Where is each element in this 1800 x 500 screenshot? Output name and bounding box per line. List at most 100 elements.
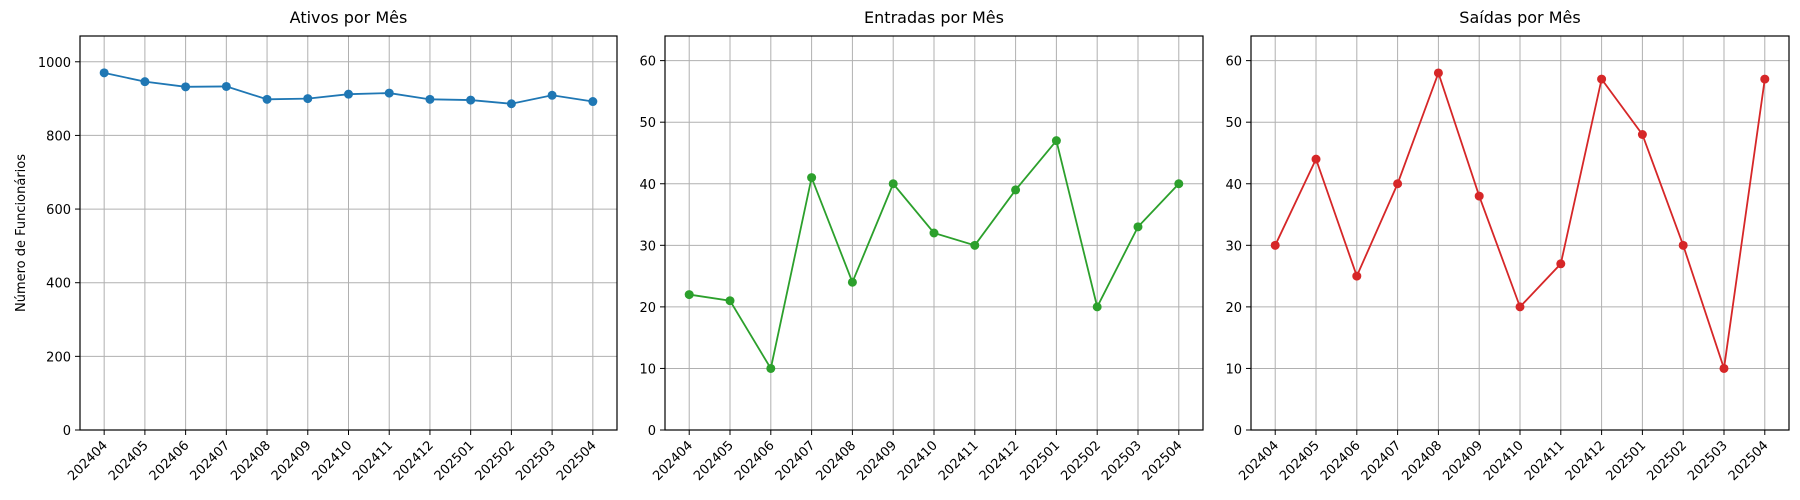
y-tick-label: 20 [639, 301, 656, 316]
y-axis-label: Número de Funcionários [14, 154, 29, 312]
x-tick-label: 202501 [432, 438, 478, 484]
x-tick-label: 202411 [1522, 438, 1568, 484]
x-tick-label: 202411 [936, 438, 982, 484]
x-tick-label: 202406 [732, 438, 778, 484]
x-tick-label: 202406 [1318, 438, 1364, 484]
y-tick-label: 800 [46, 129, 71, 144]
data-point [1719, 363, 1729, 373]
chart-title: Ativos por Mês [290, 8, 408, 27]
data-point [1270, 240, 1280, 250]
x-tick-label: 202504 [1726, 438, 1772, 484]
data-point [807, 173, 817, 183]
y-tick-label: 40 [1225, 178, 1242, 193]
x-tick-label: 202502 [1058, 438, 1104, 484]
x-tick-label: 202412 [391, 438, 437, 484]
data-point [588, 97, 598, 107]
data-point [1133, 222, 1143, 232]
x-tick-label: 202412 [1563, 438, 1609, 484]
x-tick-label: 202502 [1644, 438, 1690, 484]
data-point [888, 179, 898, 189]
y-tick-label: 50 [639, 116, 656, 131]
data-point [847, 277, 857, 287]
y-tick-label: 600 [46, 203, 71, 218]
x-tick-label: 202501 [1604, 438, 1650, 484]
data-point [1393, 179, 1403, 189]
data-point [221, 81, 231, 91]
axes-frame [79, 35, 618, 431]
data-point [181, 82, 191, 92]
y-tick-label: 1000 [38, 56, 71, 71]
data-point [970, 240, 980, 250]
y-tick-label: 60 [639, 55, 656, 70]
x-tick-label: 202407 [1359, 438, 1405, 484]
x-tick-label: 202407 [187, 438, 233, 484]
x-tick-label: 202404 [650, 438, 696, 484]
axes-frame [1250, 35, 1790, 431]
y-tick-label: 30 [1225, 239, 1242, 254]
data-point [506, 99, 516, 109]
data-point [1678, 240, 1688, 250]
data-point [1092, 302, 1102, 312]
y-tick-label: 50 [1225, 116, 1242, 131]
x-tick-label: 202404 [1236, 438, 1282, 484]
y-tick-label: 400 [46, 277, 71, 292]
data-point [384, 88, 394, 98]
y-tick-label: 200 [46, 350, 71, 365]
x-tick-label: 202504 [554, 438, 600, 484]
chart-panel-3: 0102030405060202404202405202406202407202… [1225, 8, 1790, 484]
y-tick-label: 40 [639, 178, 656, 193]
x-tick-label: 202408 [228, 438, 274, 484]
data-point [725, 296, 735, 306]
y-tick-label: 0 [648, 424, 656, 439]
x-tick-label: 202412 [977, 438, 1023, 484]
chart-title: Entradas por Mês [864, 8, 1004, 27]
data-point [99, 68, 109, 78]
x-tick-label: 202405 [1277, 438, 1323, 484]
data-point [684, 290, 694, 300]
data-point [547, 90, 557, 100]
chart-title: Saídas por Mês [1459, 8, 1580, 27]
data-point [766, 363, 776, 373]
data-point [1637, 130, 1647, 139]
x-tick-label: 202405 [691, 438, 737, 484]
y-tick-label: 0 [63, 424, 71, 439]
y-tick-label: 30 [639, 239, 656, 254]
data-point [1311, 154, 1321, 164]
data-point [1174, 179, 1184, 189]
x-tick-label: 202409 [854, 438, 900, 484]
x-tick-label: 202406 [147, 438, 193, 484]
x-tick-label: 202409 [1440, 438, 1486, 484]
x-tick-label: 202408 [814, 438, 860, 484]
data-point [1011, 185, 1021, 195]
x-tick-label: 202503 [1099, 438, 1145, 484]
chart-panel-1: 0200400600800100020240420240520240620240… [14, 8, 618, 484]
data-point [425, 94, 435, 104]
x-tick-label: 202405 [106, 438, 152, 484]
data-point [1760, 74, 1770, 84]
data-point [303, 94, 313, 104]
x-tick-label: 202408 [1400, 438, 1446, 484]
x-tick-label: 202411 [350, 438, 396, 484]
y-tick-label: 10 [639, 362, 656, 377]
x-tick-label: 202409 [269, 438, 315, 484]
axes-frame [664, 35, 1204, 431]
y-tick-label: 20 [1225, 301, 1242, 316]
x-tick-label: 202410 [895, 438, 941, 484]
x-tick-label: 202410 [1481, 438, 1527, 484]
data-point [466, 95, 476, 105]
x-tick-label: 202501 [1018, 438, 1064, 484]
data-point [140, 77, 150, 87]
data-point [1515, 302, 1525, 312]
data-point [1597, 74, 1607, 84]
y-tick-label: 10 [1225, 362, 1242, 377]
y-tick-label: 0 [1234, 424, 1242, 439]
y-tick-label: 60 [1225, 55, 1242, 70]
x-tick-label: 202503 [513, 438, 559, 484]
data-point [262, 94, 272, 104]
data-point [929, 228, 939, 238]
x-tick-label: 202404 [65, 438, 111, 484]
x-tick-label: 202502 [473, 438, 519, 484]
x-tick-label: 202504 [1140, 438, 1186, 484]
data-point [1352, 271, 1362, 281]
